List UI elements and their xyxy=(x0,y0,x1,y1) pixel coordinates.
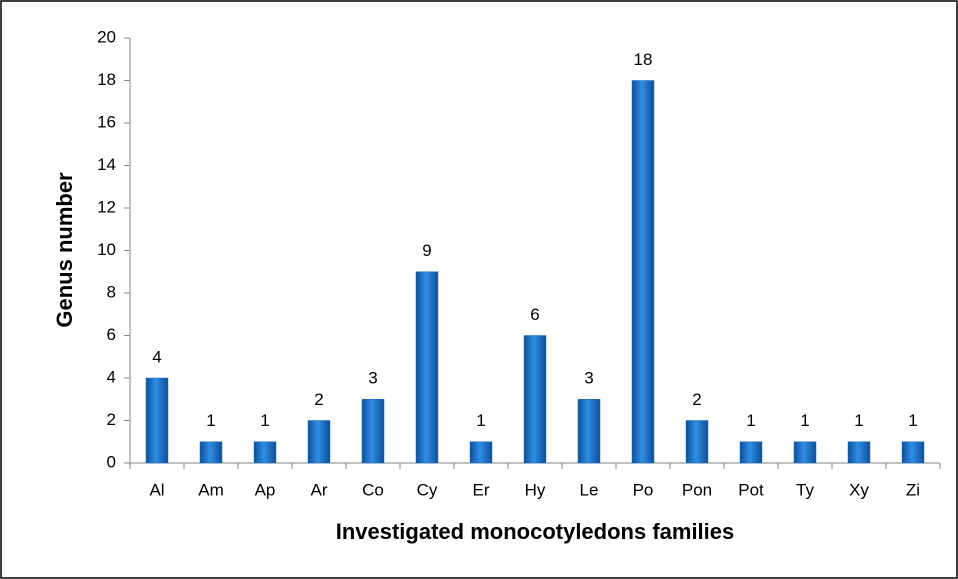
x-tick-label: Cy xyxy=(417,480,438,499)
data-label: 1 xyxy=(746,411,755,430)
x-axis-title: Investigated monocotyledons families xyxy=(336,519,735,544)
x-tick-label: Pot xyxy=(738,480,764,499)
data-label: 1 xyxy=(800,411,809,430)
y-tick-label: 14 xyxy=(97,155,116,174)
y-axis-title: Genus number xyxy=(52,172,77,328)
bar xyxy=(739,441,763,464)
bar xyxy=(793,441,817,464)
x-tick-label: Ar xyxy=(311,480,328,499)
bar xyxy=(145,377,169,464)
y-tick-label: 10 xyxy=(97,240,116,259)
x-tick-label: Er xyxy=(473,480,490,499)
bar xyxy=(685,420,709,464)
data-label: 6 xyxy=(530,305,539,324)
x-tick-label: Al xyxy=(149,480,164,499)
bar xyxy=(361,399,385,464)
y-tick-label: 0 xyxy=(107,452,116,471)
y-tick-label: 12 xyxy=(97,197,116,216)
y-tick-label: 4 xyxy=(107,367,116,386)
y-tick-label: 6 xyxy=(107,325,116,344)
x-tick-label: Ap xyxy=(255,480,276,499)
x-tick-label: Le xyxy=(580,480,599,499)
data-label: 1 xyxy=(854,411,863,430)
bar xyxy=(307,420,331,464)
y-tick-label: 2 xyxy=(107,410,116,429)
bar xyxy=(847,441,871,464)
data-label: 3 xyxy=(368,369,377,388)
data-label: 9 xyxy=(422,241,431,260)
data-label: 1 xyxy=(260,411,269,430)
y-tick-label: 20 xyxy=(97,27,116,46)
data-label: 2 xyxy=(692,390,701,409)
bar xyxy=(199,441,223,464)
x-tick-label: Pon xyxy=(682,480,712,499)
bar xyxy=(631,80,655,464)
data-label: 18 xyxy=(634,50,653,69)
x-tick-label: Po xyxy=(633,480,654,499)
data-label: 4 xyxy=(152,347,161,366)
x-tick-label: Ty xyxy=(796,480,814,499)
y-tick-label: 8 xyxy=(107,282,116,301)
bar xyxy=(415,271,439,464)
x-tick-label: Xy xyxy=(849,480,869,499)
data-label: 1 xyxy=(476,411,485,430)
bar xyxy=(253,441,277,464)
y-tick-label: 16 xyxy=(97,112,116,131)
data-label: 3 xyxy=(584,369,593,388)
x-tick-label: Hy xyxy=(525,480,546,499)
bar xyxy=(469,441,493,464)
data-label: 2 xyxy=(314,390,323,409)
bar xyxy=(901,441,925,464)
x-tick-label: Co xyxy=(362,480,384,499)
x-tick-label: Am xyxy=(198,480,224,499)
bar xyxy=(577,399,601,464)
x-tick-label: Zi xyxy=(906,480,920,499)
y-tick-label: 18 xyxy=(97,70,116,89)
data-label: 1 xyxy=(206,411,215,430)
bar xyxy=(523,335,547,464)
data-label: 1 xyxy=(908,411,917,430)
